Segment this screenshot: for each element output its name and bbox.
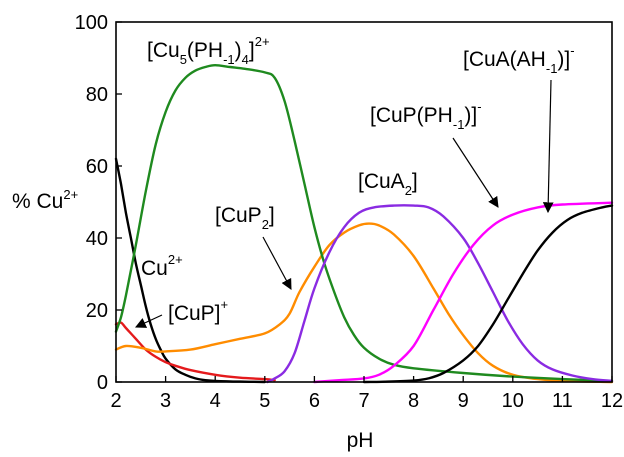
x-tick-label: 8	[408, 390, 419, 412]
label-cup2: [CuP2]	[215, 204, 275, 232]
label-cua-ah: [CuA(AH-1)]-	[463, 43, 575, 76]
series-line-7	[362, 204, 614, 384]
arrow-cup2	[262, 236, 292, 290]
arrow-cua-ah	[542, 79, 554, 214]
series-layer	[114, 64, 614, 384]
series-line-4	[114, 64, 614, 383]
y-tick-label: 100	[75, 12, 108, 34]
y-tick-label: 60	[86, 156, 108, 178]
x-tick-label: 3	[160, 390, 171, 412]
x-tick-label: 6	[309, 390, 320, 412]
ticks-layer: 2 3 4 5 6 7 8 9 10 11 12 0 20 40 60 80 100	[75, 12, 624, 412]
x-tick-label: 12	[601, 390, 623, 412]
label-cu5-ph4: [Cu5(PH-1)4]2+	[147, 34, 270, 67]
x-axis-title: pH	[347, 429, 374, 452]
x-tick-label: 9	[458, 390, 469, 412]
series-line-1	[114, 157, 266, 384]
label-cua2: [CuA2]	[358, 170, 418, 198]
arrow-cup-ph	[452, 137, 499, 208]
x-tick-label: 5	[259, 390, 270, 412]
label-cup-ph: [CuP(PH-1)]-	[370, 99, 482, 132]
y-axis-title-sup: 2+	[63, 187, 78, 202]
y-axis-title: % Cu2+	[12, 187, 78, 213]
label-cu2plus: Cu2+	[141, 252, 183, 280]
series-line-6	[313, 201, 614, 384]
series-line-2	[114, 321, 276, 382]
label-cup-plus: [CuP]+	[168, 297, 228, 325]
y-tick-label: 40	[86, 228, 108, 250]
y-tick-label: 0	[97, 372, 108, 394]
arrow-cup-plus	[135, 314, 163, 328]
y-tick-label: 20	[86, 300, 108, 322]
y-axis-title-main: % Cu	[12, 190, 63, 213]
x-tick-label: 10	[502, 390, 524, 412]
series-line-3	[114, 222, 614, 384]
y-tick-label: 80	[86, 84, 108, 106]
x-tick-label: 11	[552, 390, 573, 412]
series-line-5	[266, 204, 614, 384]
x-tick-label: 4	[210, 390, 221, 412]
x-tick-label: 7	[358, 390, 369, 412]
x-tick-label: 2	[110, 390, 121, 412]
plot-frame	[115, 21, 613, 383]
